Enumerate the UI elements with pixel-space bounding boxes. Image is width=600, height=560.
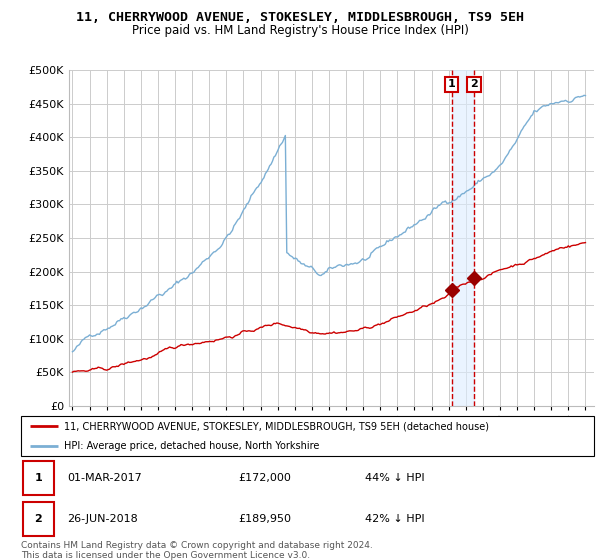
Text: £172,000: £172,000 xyxy=(239,473,292,483)
Text: 26-JUN-2018: 26-JUN-2018 xyxy=(67,514,137,524)
Text: 42% ↓ HPI: 42% ↓ HPI xyxy=(365,514,424,524)
Text: Price paid vs. HM Land Registry's House Price Index (HPI): Price paid vs. HM Land Registry's House … xyxy=(131,24,469,36)
Bar xyxy=(23,461,54,496)
Bar xyxy=(452,70,474,406)
Text: 1: 1 xyxy=(448,80,455,90)
Text: 11, CHERRYWOOD AVENUE, STOKESLEY, MIDDLESBROUGH, TS9 5EH: 11, CHERRYWOOD AVENUE, STOKESLEY, MIDDLE… xyxy=(76,11,524,24)
Text: 01-MAR-2017: 01-MAR-2017 xyxy=(67,473,142,483)
Text: 2: 2 xyxy=(470,80,478,90)
Text: 44% ↓ HPI: 44% ↓ HPI xyxy=(365,473,424,483)
Text: 2: 2 xyxy=(35,514,43,524)
Text: 1: 1 xyxy=(35,473,43,483)
Text: £189,950: £189,950 xyxy=(239,514,292,524)
Text: 11, CHERRYWOOD AVENUE, STOKESLEY, MIDDLESBROUGH, TS9 5EH (detached house): 11, CHERRYWOOD AVENUE, STOKESLEY, MIDDLE… xyxy=(64,421,489,431)
Bar xyxy=(23,502,54,536)
Text: Contains HM Land Registry data © Crown copyright and database right 2024.
This d: Contains HM Land Registry data © Crown c… xyxy=(21,541,373,560)
Text: HPI: Average price, detached house, North Yorkshire: HPI: Average price, detached house, Nort… xyxy=(64,441,319,451)
